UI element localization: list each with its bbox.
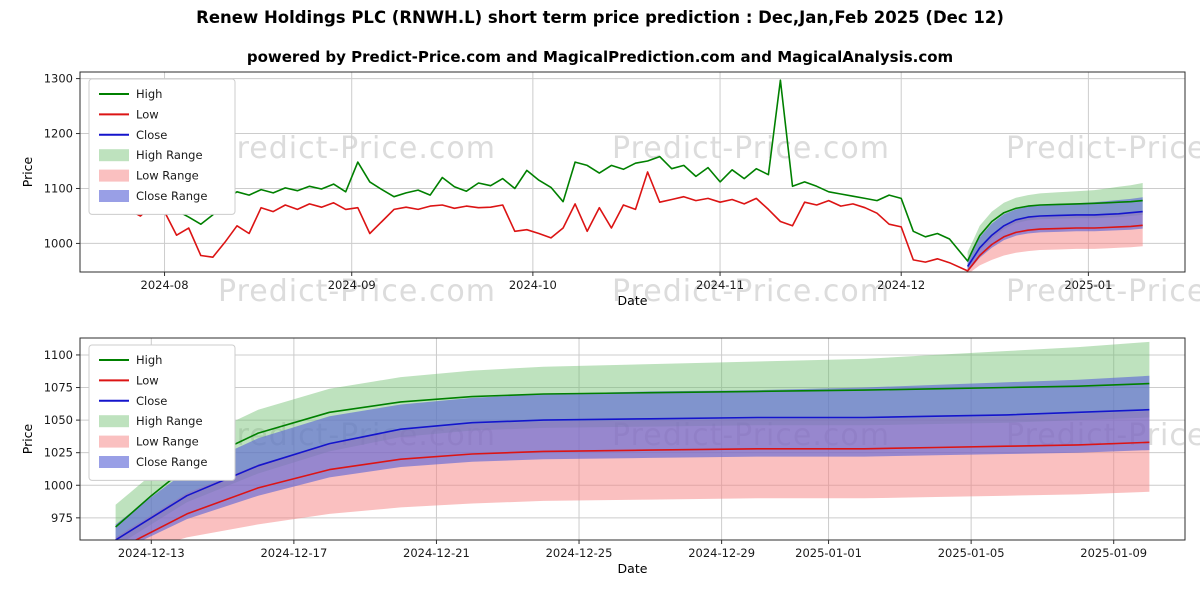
series-low-line — [134, 441, 1150, 540]
svg-text:1200: 1200 — [44, 127, 73, 141]
plot-border — [79, 337, 1186, 541]
svg-text:2024-12-29: 2024-12-29 — [688, 546, 755, 560]
series-close-line — [115, 408, 1150, 540]
svg-text:High: High — [136, 87, 162, 101]
svg-text:2024-12-21: 2024-12-21 — [403, 546, 470, 560]
svg-text:975: 975 — [51, 511, 73, 525]
svg-text:2024-08: 2024-08 — [141, 278, 189, 292]
y-axis-label: Price — [20, 156, 35, 187]
page-subtitle: powered by Predict-Price.com and Magical… — [246, 48, 954, 66]
svg-text:2025-01-05: 2025-01-05 — [938, 546, 1005, 560]
svg-text:Close Range: Close Range — [136, 189, 207, 203]
svg-text:2024-12-25: 2024-12-25 — [546, 546, 613, 560]
svg-text:Low: Low — [136, 373, 159, 387]
legend: High Low Close High Range Low Range Close Ran… — [88, 344, 236, 481]
svg-text:2024-12-17: 2024-12-17 — [260, 546, 327, 560]
svg-text:2025-01-09: 2025-01-09 — [1080, 546, 1147, 560]
svg-text:2024-10: 2024-10 — [509, 278, 557, 292]
grid — [80, 72, 1185, 272]
svg-text:High Range: High Range — [136, 148, 203, 162]
x-axis-label: Date — [618, 561, 648, 576]
svg-text:2025-01-01: 2025-01-01 — [795, 546, 862, 560]
axis-ticks: 2024-12-13 2024-12-17 2024-12-21 2024-12-25… — [44, 348, 1147, 560]
svg-text:2024-11: 2024-11 — [696, 278, 744, 292]
svg-text:2024-09: 2024-09 — [328, 278, 376, 292]
svg-text:1000: 1000 — [44, 236, 73, 250]
svg-text:2024-12: 2024-12 — [877, 278, 925, 292]
svg-text:Low Range: Low Range — [136, 435, 199, 449]
y-axis-label: Price — [20, 423, 35, 454]
svg-text:High Range: High Range — [136, 414, 203, 428]
svg-text:Close: Close — [136, 394, 167, 408]
series-close-line — [966, 210, 1143, 267]
svg-text:1000: 1000 — [44, 478, 73, 492]
series-low-line — [116, 171, 1143, 272]
svg-text:2024-12-13: 2024-12-13 — [118, 546, 185, 560]
svg-text:1050: 1050 — [44, 413, 73, 427]
svg-text:Close Range: Close Range — [136, 455, 207, 469]
axis-ticks: 2024-08 2024-09 2024-10 2024-11 2024-12 2025-… — [44, 72, 1113, 292]
svg-text:2025-01: 2025-01 — [1064, 278, 1112, 292]
series-high-line — [115, 79, 1143, 262]
svg-text:High: High — [136, 353, 162, 367]
svg-text:Close: Close — [136, 128, 167, 142]
svg-text:1025: 1025 — [44, 446, 73, 460]
legend: High Low Close High Range Low Range Close Ran… — [88, 78, 236, 215]
plot-border — [79, 71, 1186, 273]
x-axis-label: Date — [618, 293, 648, 308]
svg-text:1100: 1100 — [44, 348, 73, 362]
page-title: Renew Holdings PLC (RNWH.L) short term p… — [196, 8, 1004, 27]
svg-text:1100: 1100 — [44, 181, 73, 195]
svg-text:Low Range: Low Range — [136, 169, 199, 183]
series — [115, 79, 1143, 272]
svg-text:1300: 1300 — [44, 72, 73, 86]
svg-text:Low: Low — [136, 107, 159, 121]
band-close-range — [967, 197, 1143, 272]
svg-text:1075: 1075 — [44, 381, 73, 395]
